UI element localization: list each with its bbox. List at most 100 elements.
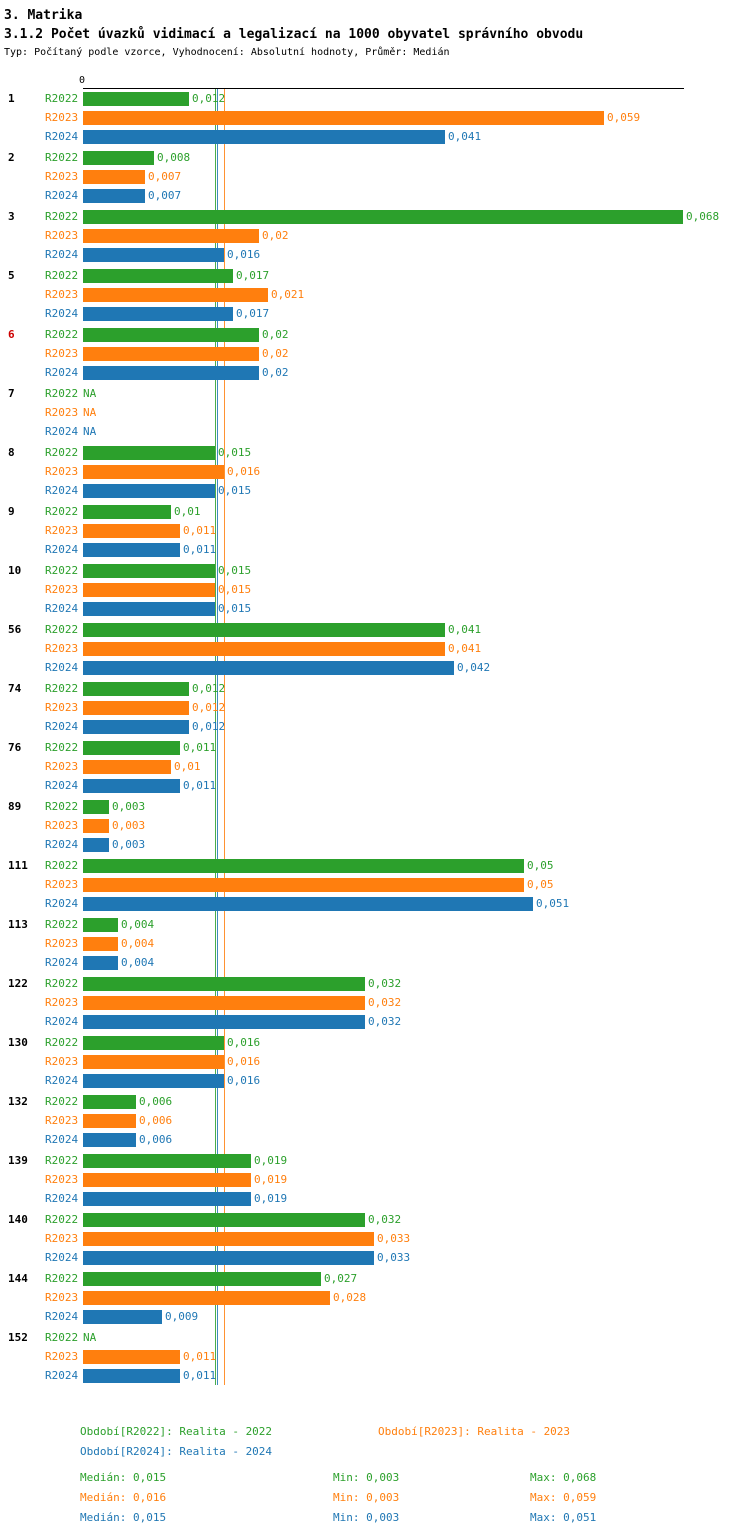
bar-132-r2023[interactable]	[83, 1113, 136, 1128]
chart-group: 139 R2022 0,019 R2023 0,019 R2024 0,019	[0, 1151, 750, 1208]
chart-group: 5 R2022 0,017 R2023 0,021 R2024 0,017	[0, 266, 750, 323]
bar-89-r2023[interactable]	[83, 818, 109, 833]
bar-122-r2022[interactable]	[83, 976, 365, 991]
bar-111-r2022[interactable]	[83, 858, 524, 873]
bar-56-r2023[interactable]	[83, 641, 445, 656]
bar-1-r2022[interactable]	[83, 91, 189, 106]
value-label: 0,032	[368, 1213, 402, 1226]
bar-74-r2022[interactable]	[83, 681, 189, 696]
value-label: 0,003	[112, 819, 146, 832]
chart-group: 152 R2022 NA R2023 0,011 R2024 0,011	[0, 1328, 750, 1385]
bar-152-r2024[interactable]	[83, 1368, 180, 1383]
bar-10-r2023[interactable]	[83, 582, 215, 597]
bar-111-r2024[interactable]	[83, 896, 533, 911]
value-label: 0,059	[607, 111, 641, 124]
bar-1-r2023[interactable]	[83, 110, 604, 125]
bar-113-r2022[interactable]	[83, 917, 118, 932]
bar-56-r2022[interactable]	[83, 622, 445, 637]
value-label: 0,051	[536, 897, 570, 910]
series-label: R2024	[45, 1369, 79, 1382]
bar-10-r2024[interactable]	[83, 601, 215, 616]
bar-1-r2024[interactable]	[83, 129, 445, 144]
bar-row: R2022 0,027	[45, 1269, 750, 1288]
chart-group: 6 R2022 0,02 R2023 0,02 R2024 0,02	[0, 325, 750, 382]
bar-row: R2024 0,041	[45, 127, 750, 146]
bar-9-r2023[interactable]	[83, 523, 180, 538]
bar-row: R2022 0,015	[45, 561, 750, 580]
value-label: 0,004	[121, 937, 155, 950]
bar-6-r2024[interactable]	[83, 365, 259, 380]
bar-6-r2022[interactable]	[83, 327, 259, 342]
bar-113-r2024[interactable]	[83, 955, 118, 970]
stat-min-r2022: Min: 0,003	[333, 1470, 400, 1484]
bar-10-r2022[interactable]	[83, 563, 215, 578]
bar-76-r2023[interactable]	[83, 759, 171, 774]
value-label: 0,068	[686, 210, 720, 223]
bar-89-r2022[interactable]	[83, 799, 109, 814]
bar-113-r2023[interactable]	[83, 936, 118, 951]
bar-row: R2022 0,041	[45, 620, 750, 639]
bar-152-r2023[interactable]	[83, 1349, 180, 1364]
bar-144-r2024[interactable]	[83, 1309, 162, 1324]
bar-132-r2022[interactable]	[83, 1094, 136, 1109]
bar-3-r2024[interactable]	[83, 247, 224, 262]
bar-9-r2024[interactable]	[83, 542, 180, 557]
bar-2-r2024[interactable]	[83, 188, 145, 203]
bar-132-r2024[interactable]	[83, 1132, 136, 1147]
bar-row: R2022 0,003	[45, 797, 750, 816]
bar-5-r2023[interactable]	[83, 287, 268, 302]
stat-median-r2022: Medián: 0,015	[80, 1470, 167, 1484]
bar-144-r2023[interactable]	[83, 1290, 330, 1305]
bar-139-r2024[interactable]	[83, 1191, 251, 1206]
bar-row: R2023 0,015	[45, 580, 750, 599]
bar-8-r2023[interactable]	[83, 464, 224, 479]
bar-row: R2024 0,033	[45, 1248, 750, 1267]
bar-140-r2024[interactable]	[83, 1250, 374, 1265]
series-label: R2024	[45, 779, 79, 792]
bar-122-r2023[interactable]	[83, 995, 365, 1010]
value-label: 0,01	[174, 505, 201, 518]
legend-r2024: Období[R2024]: Realita - 2024	[80, 1444, 273, 1458]
bar-6-r2023[interactable]	[83, 346, 259, 361]
bar-74-r2024[interactable]	[83, 719, 189, 734]
bar-74-r2023[interactable]	[83, 700, 189, 715]
bar-row: R2023 0,01	[45, 757, 750, 776]
chart-group: 1 R2022 0,012 R2023 0,059 R2024 0,041	[0, 89, 750, 146]
bar-5-r2022[interactable]	[83, 268, 233, 283]
bar-2-r2022[interactable]	[83, 150, 154, 165]
series-label: R2024	[45, 1074, 79, 1087]
bar-8-r2024[interactable]	[83, 483, 215, 498]
category-label: 7	[8, 387, 15, 400]
value-label: 0,05	[527, 859, 554, 872]
bar-row: R2024 0,019	[45, 1189, 750, 1208]
bar-9-r2022[interactable]	[83, 504, 171, 519]
bar-140-r2022[interactable]	[83, 1212, 365, 1227]
bar-139-r2022[interactable]	[83, 1153, 251, 1168]
bar-3-r2022[interactable]	[83, 209, 683, 224]
bar-row: R2023 0,059	[45, 108, 750, 127]
bar-89-r2024[interactable]	[83, 837, 109, 852]
bar-144-r2022[interactable]	[83, 1271, 321, 1286]
chart-group: 3 R2022 0,068 R2023 0,02 R2024 0,016	[0, 207, 750, 264]
bar-111-r2023[interactable]	[83, 877, 524, 892]
bar-row: R2024 0,032	[45, 1012, 750, 1031]
bar-5-r2024[interactable]	[83, 306, 233, 321]
bar-139-r2023[interactable]	[83, 1172, 251, 1187]
series-label: R2024	[45, 484, 79, 497]
bar-130-r2023[interactable]	[83, 1054, 224, 1069]
bar-130-r2024[interactable]	[83, 1073, 224, 1088]
stat-median-r2023: Medián: 0,016	[80, 1490, 167, 1504]
series-label: R2024	[45, 1015, 79, 1028]
bar-3-r2023[interactable]	[83, 228, 259, 243]
bar-76-r2022[interactable]	[83, 740, 180, 755]
bar-122-r2024[interactable]	[83, 1014, 365, 1029]
bar-56-r2024[interactable]	[83, 660, 454, 675]
bar-130-r2022[interactable]	[83, 1035, 224, 1050]
category-label: 1	[8, 92, 15, 105]
category-label: 6	[8, 328, 15, 341]
bar-2-r2023[interactable]	[83, 169, 145, 184]
bar-140-r2023[interactable]	[83, 1231, 374, 1246]
bar-row: R2024 0,011	[45, 776, 750, 795]
bar-8-r2022[interactable]	[83, 445, 215, 460]
bar-76-r2024[interactable]	[83, 778, 180, 793]
